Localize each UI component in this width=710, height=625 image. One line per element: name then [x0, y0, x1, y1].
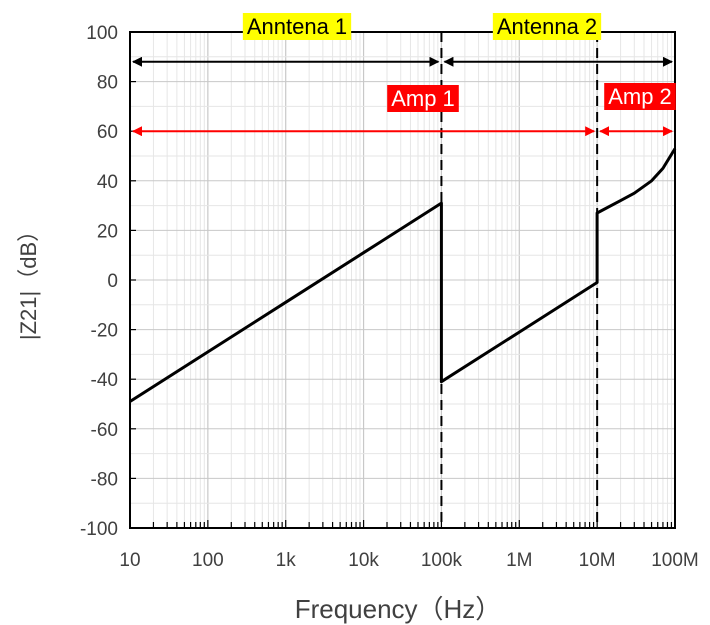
- band-label-text: Antenna 2: [497, 14, 597, 39]
- y-tick-label: 20: [97, 221, 118, 242]
- x-tick-label: 10: [119, 550, 140, 571]
- x-tick-label: 10M: [579, 550, 616, 571]
- y-tick-label: 40: [97, 172, 118, 193]
- band-label-text: Amp 1: [391, 86, 455, 111]
- x-tick-label: 10k: [348, 550, 379, 571]
- band-label-2: Antenna 2: [492, 13, 602, 40]
- band-label-3: Amp 1: [387, 85, 459, 112]
- band-labels: Anntena 1 Antenna 2 Amp 1 Amp 2: [242, 13, 676, 112]
- band-label-4: Amp 2: [604, 83, 676, 110]
- y-tick-label: 100: [86, 23, 118, 44]
- y-tick-label: 80: [97, 73, 118, 94]
- x-tick-label: 1M: [506, 550, 532, 571]
- plot-border: [129, 31, 676, 529]
- impedance-curve: [129, 147, 677, 403]
- band-label-1: Anntena 1: [242, 13, 352, 40]
- band-label-background: [242, 13, 352, 40]
- y-tick-label: -60: [91, 420, 118, 441]
- x-tick-label: 100M: [651, 550, 699, 571]
- y-tick-label: -80: [91, 469, 118, 490]
- y-tick-label: -20: [91, 321, 118, 342]
- x-tick-label: 1k: [276, 550, 297, 571]
- band-label-text: Amp 2: [608, 84, 672, 109]
- band-label-background: [492, 13, 602, 40]
- band-arrows: [132, 56, 673, 137]
- series-layer: [129, 147, 677, 403]
- y-tick-label: 60: [97, 122, 118, 143]
- band-label-background: [604, 83, 676, 110]
- x-axis-title: Frequency（Hz）: [295, 594, 502, 624]
- x-tick-label: 100: [192, 550, 224, 571]
- y-tick-label: -40: [91, 370, 118, 391]
- y-tick-label: -100: [80, 519, 118, 540]
- band-label-text: Anntena 1: [247, 14, 347, 39]
- x-tick-label: 100k: [421, 550, 463, 571]
- y-axis-title: |Z21|（dB）: [16, 220, 41, 340]
- plot-frame: [129, 31, 676, 529]
- y-tick-label: 0: [107, 271, 118, 292]
- band-label-background: [387, 85, 459, 112]
- tick-labels: 10 100 1k 10k 100k 1M 10M 100M -100 -80 -60 -40 -20 0…: [80, 23, 699, 571]
